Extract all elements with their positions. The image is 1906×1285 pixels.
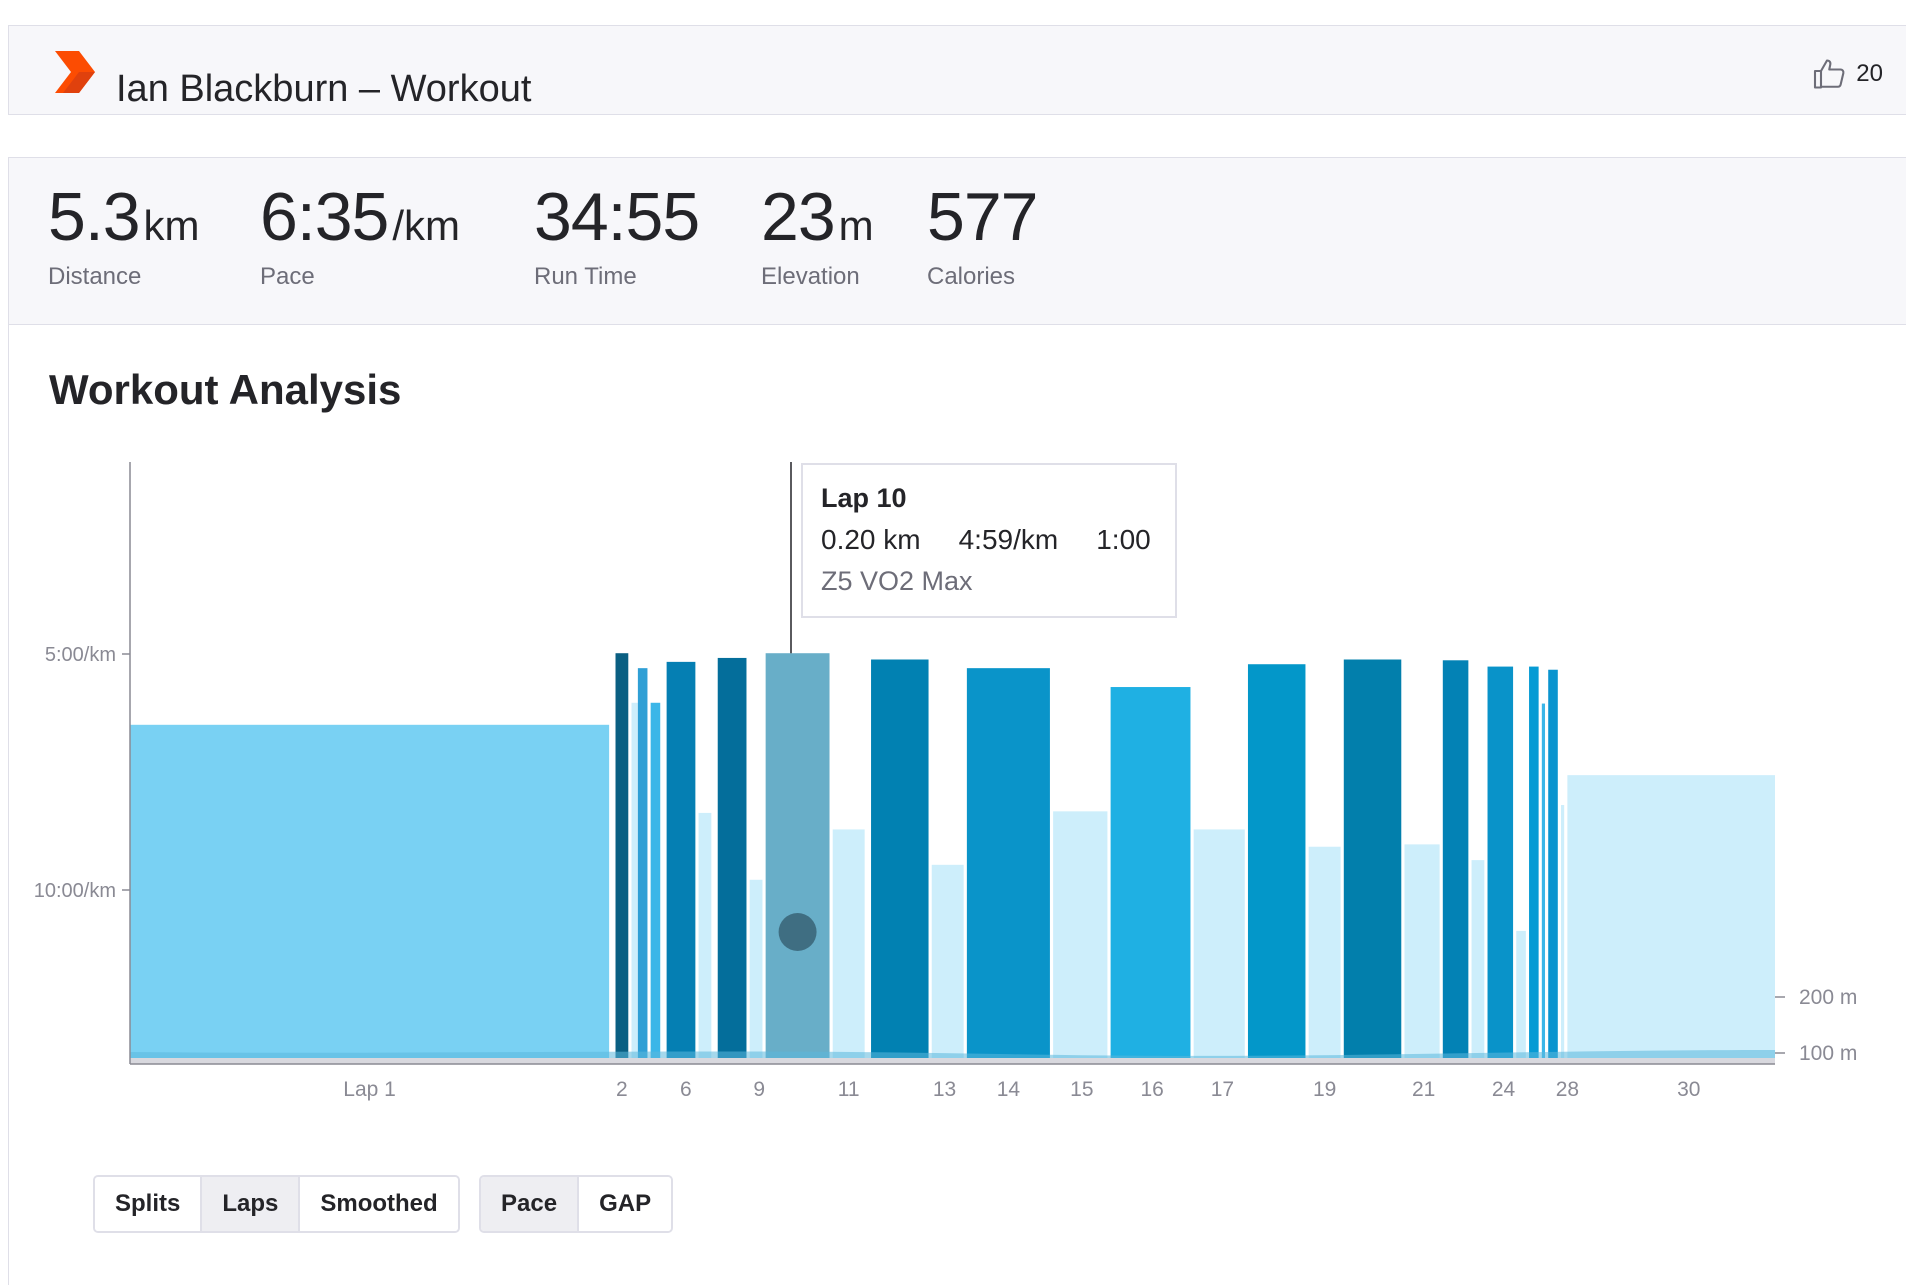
lap-bar[interactable] [1516, 930, 1526, 1058]
stat-unit: m [838, 202, 874, 249]
x-tick-label: 19 [1313, 1078, 1336, 1101]
lap-bar[interactable] [637, 668, 648, 1058]
stat-label: Run Time [534, 263, 637, 290]
lap-bar[interactable] [1247, 664, 1306, 1058]
lap-bar[interactable] [1567, 775, 1775, 1058]
stat-elevation: 23m Elevation [761, 183, 874, 291]
x-tick-label: 16 [1140, 1078, 1163, 1101]
kudos-count: 20 [1856, 60, 1883, 87]
splits-button[interactable]: Splits [95, 1177, 203, 1231]
lap-bar[interactable] [1442, 660, 1469, 1058]
x-tick-label: 14 [997, 1078, 1021, 1101]
tooltip-zone: Z5 VO2 Max [821, 566, 973, 596]
stat-run-time: 34:55 Run Time [534, 183, 703, 291]
x-tick-label: 17 [1211, 1078, 1234, 1101]
gap-button[interactable]: GAP [579, 1177, 672, 1231]
tooltip-pace: 4:59/km [958, 524, 1059, 555]
lap-bar[interactable] [1053, 811, 1108, 1058]
lap-bar[interactable] [765, 653, 830, 1058]
lap-bar[interactable] [1308, 846, 1341, 1058]
laps-button[interactable]: Laps [202, 1177, 301, 1231]
lap-bar[interactable] [931, 864, 964, 1058]
lap-bar[interactable] [1404, 844, 1440, 1058]
x-tick-label: 15 [1070, 1078, 1093, 1101]
section-title: Workout Analysis [49, 366, 402, 413]
lap-bar[interactable] [1487, 666, 1514, 1058]
stat-unit: /km [392, 202, 461, 249]
stat-label: Elevation [761, 263, 860, 290]
lap-bar[interactable] [717, 657, 747, 1058]
lap-bar[interactable] [1541, 703, 1546, 1058]
elevation-area [130, 1050, 1775, 1058]
stats-bar: 5.3km Distance 6:35/km Pace 34:55 Run Ti… [8, 157, 1906, 325]
lap-bar[interactable] [832, 829, 865, 1058]
x-tick-label: 9 [753, 1078, 765, 1101]
x-tick-label: 24 [1492, 1078, 1516, 1101]
stat-value: 23 [761, 179, 836, 255]
lap-bar[interactable] [1560, 805, 1565, 1058]
stat-pace: 6:35/km Pace [260, 183, 460, 291]
lap-bar[interactable] [749, 879, 763, 1058]
lap-bar[interactable] [698, 812, 712, 1058]
stat-unit: km [143, 202, 200, 249]
tooltip-distance: 0.20 km [821, 524, 921, 555]
lap-bar[interactable] [631, 702, 638, 1058]
lap-bar[interactable] [1471, 860, 1485, 1058]
lap-bar[interactable] [1548, 669, 1558, 1058]
y-tick-label: 5:00/km [45, 644, 116, 666]
stat-label: Distance [48, 263, 142, 290]
view-toggle-group: Splits Laps Smoothed [93, 1175, 460, 1233]
lap-bar[interactable] [615, 653, 629, 1058]
x-tick-label: 28 [1556, 1078, 1579, 1101]
x-tick-label: 2 [616, 1078, 628, 1101]
x-tick-label: 30 [1677, 1078, 1700, 1101]
activity-header: Ian Blackburn – Workout 20 [8, 25, 1906, 115]
lap-bar[interactable] [871, 659, 929, 1058]
stat-value: 34:55 [534, 179, 700, 255]
pace-lap-chart[interactable]: 5:00/km 10:00/km 200 m 100 m Lap 1 2 6 9 11 13 14 1… [0, 450, 1906, 1110]
lap-tooltip: Lap 10 0.20 km 4:59/km 1:00 Z5 VO2 Max [801, 463, 1177, 618]
y-tick-label: 10:00/km [34, 880, 116, 902]
pace-button[interactable]: Pace [481, 1177, 580, 1231]
x-tick-label: 13 [933, 1078, 956, 1101]
lap-bar[interactable] [1193, 829, 1245, 1058]
x-tick-label: 11 [838, 1078, 860, 1101]
x-tick-label: 6 [680, 1078, 692, 1101]
stat-value: 6:35 [260, 179, 389, 255]
lap-bar[interactable] [666, 661, 696, 1058]
smoothed-button[interactable]: Smoothed [300, 1177, 458, 1231]
elevation-tick-label: 200 m [1799, 986, 1857, 1009]
stat-value: 5.3 [48, 179, 141, 255]
lap-bar[interactable] [1529, 666, 1539, 1058]
x-tick-label: Lap 1 [343, 1078, 396, 1101]
lap-bar[interactable] [650, 702, 661, 1058]
elevation-ground [130, 1058, 1775, 1064]
metric-toggle-group: Pace GAP [479, 1175, 674, 1233]
lap-bar[interactable] [966, 668, 1050, 1058]
kudos-button[interactable]: 20 [1812, 56, 1883, 92]
stat-calories: 577 Calories [927, 183, 1041, 291]
x-tick-label: 21 [1412, 1078, 1435, 1101]
lap-bar[interactable] [130, 724, 610, 1058]
stat-label: Pace [260, 263, 315, 290]
activity-title: Ian Blackburn – Workout [116, 68, 532, 110]
elevation-tick-label: 100 m [1799, 1042, 1857, 1065]
thumbs-up-icon [1814, 59, 1845, 89]
stat-label: Calories [927, 263, 1016, 290]
tooltip-time: 1:00 [1096, 524, 1151, 555]
hover-marker [778, 913, 817, 951]
stat-value: 577 [927, 179, 1038, 255]
brand-chevron-logo [55, 51, 95, 93]
lap-bar[interactable] [1343, 659, 1402, 1058]
stat-distance: 5.3km Distance [48, 183, 200, 291]
tooltip-lap: Lap 10 [821, 483, 907, 513]
lap-bar[interactable] [1110, 687, 1191, 1058]
